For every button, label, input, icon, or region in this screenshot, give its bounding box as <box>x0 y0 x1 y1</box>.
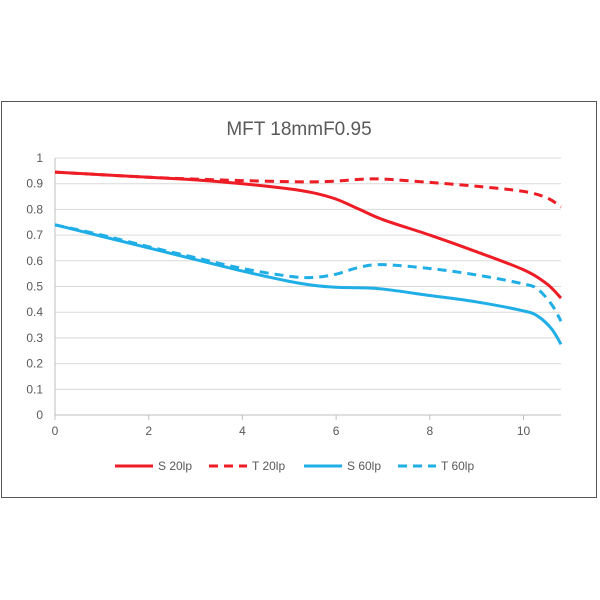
y-tick-label: 0.1 <box>26 382 43 396</box>
legend: S 20lp T 20lp S 60lp T 60lp <box>115 459 474 473</box>
chart-title: MFT 18mmF0.95 <box>226 119 371 140</box>
y-tick-label: 0.2 <box>26 357 43 371</box>
series-line-t-60lp <box>54 223 563 322</box>
legend-label: S 20lp <box>158 459 192 473</box>
y-tick-label: 0.8 <box>26 202 43 216</box>
x-tick-label: 2 <box>145 424 152 438</box>
legend-label: T 20lp <box>252 459 285 473</box>
axes <box>54 158 561 420</box>
x-tick-label: 8 <box>426 424 433 438</box>
y-tick-label: 0.4 <box>26 305 43 319</box>
y-tick-label: 0.9 <box>26 177 43 191</box>
x-tick-label: 6 <box>333 424 340 438</box>
y-tick-label: 0 <box>36 408 43 422</box>
y-tick-label: 0.7 <box>26 228 43 242</box>
mtf-line-chart: MFT 18mmF0.95 00.10.20.30.40.50.60.70.80… <box>26 119 563 473</box>
grid-lines <box>55 157 561 390</box>
legend-label: T 60lp <box>441 459 474 473</box>
y-tick-label: 0.5 <box>26 280 43 294</box>
chart-frame: MFT 18mmF0.95 0 0.1 0.2 0.3 0.4 0.5 0.6 0.7 0.8 0… <box>1 101 597 498</box>
x-tick-label: 0 <box>52 424 59 438</box>
x-tick-label: 4 <box>239 424 246 438</box>
x-tick-label: 10 <box>517 424 531 438</box>
y-tick-label: 1 <box>36 151 43 165</box>
y-tick-label: 0.3 <box>26 331 43 345</box>
x-axis-ticks: 0 2 4 6 8 10 <box>52 424 531 438</box>
series-line-t-20lp <box>54 170 562 209</box>
legend-label: S 60lp <box>347 459 381 473</box>
data-series <box>54 170 563 346</box>
y-tick-label: 0.6 <box>26 254 43 268</box>
y-axis-ticks: 0 0.1 0.2 0.3 0.4 0.5 0.6 0.7 0.8 0.9 1 <box>26 151 43 422</box>
